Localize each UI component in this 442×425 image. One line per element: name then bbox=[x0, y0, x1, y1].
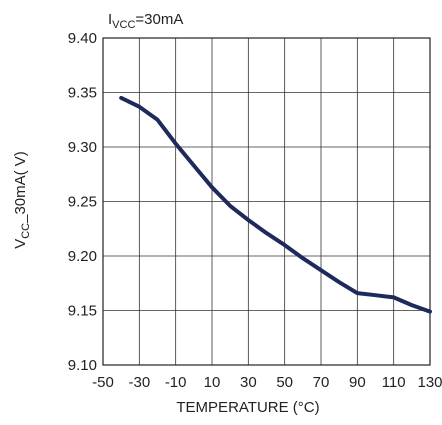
grid bbox=[102, 37, 431, 366]
x-axis-title: TEMPERATURE (°C) bbox=[176, 399, 319, 416]
y-tick-label: 9.15 bbox=[68, 303, 97, 320]
x-tick-label: 70 bbox=[313, 374, 330, 391]
x-tick-label: 10 bbox=[204, 374, 221, 391]
y-tick-label: 9.25 bbox=[68, 194, 97, 211]
annotation-prefix: I bbox=[108, 11, 112, 28]
y-tick-label: 9.30 bbox=[68, 139, 97, 156]
x-tick-labels: -50 -30 -10 10 30 50 70 90 110 130 bbox=[92, 374, 442, 391]
y-tick-label: 9.10 bbox=[68, 357, 97, 374]
series-layer bbox=[119, 95, 432, 314]
ylabel-subscript: CC bbox=[20, 223, 32, 239]
condition-annotation: IVCC=30mA bbox=[108, 11, 183, 31]
y-tick-labels: 9.10 9.15 9.20 9.25 9.30 9.35 9.40 bbox=[68, 30, 97, 374]
y-axis-title: VCC_30mA( V) bbox=[12, 151, 32, 249]
x-tick-label: 130 bbox=[417, 374, 442, 391]
x-tick-label: 50 bbox=[276, 374, 293, 391]
x-tick-label: 90 bbox=[349, 374, 366, 391]
x-tick-label: -30 bbox=[128, 374, 150, 391]
annotation-subscript: VCC bbox=[112, 19, 135, 31]
ylabel-prefix: V bbox=[12, 239, 29, 249]
x-tick-label: 30 bbox=[240, 374, 257, 391]
x-tick-label: 110 bbox=[382, 374, 406, 391]
series-line bbox=[119, 95, 432, 314]
y-tick-label: 9.40 bbox=[68, 30, 97, 47]
x-tick-label: -10 bbox=[165, 374, 187, 391]
ylabel-suffix: _30mA( V) bbox=[12, 151, 29, 224]
y-tick-label: 9.35 bbox=[68, 85, 97, 102]
y-tick-label: 9.20 bbox=[68, 248, 97, 265]
annotation-suffix: =30mA bbox=[135, 11, 183, 28]
x-tick-label: -50 bbox=[92, 374, 114, 391]
plot-frame bbox=[102, 37, 431, 366]
